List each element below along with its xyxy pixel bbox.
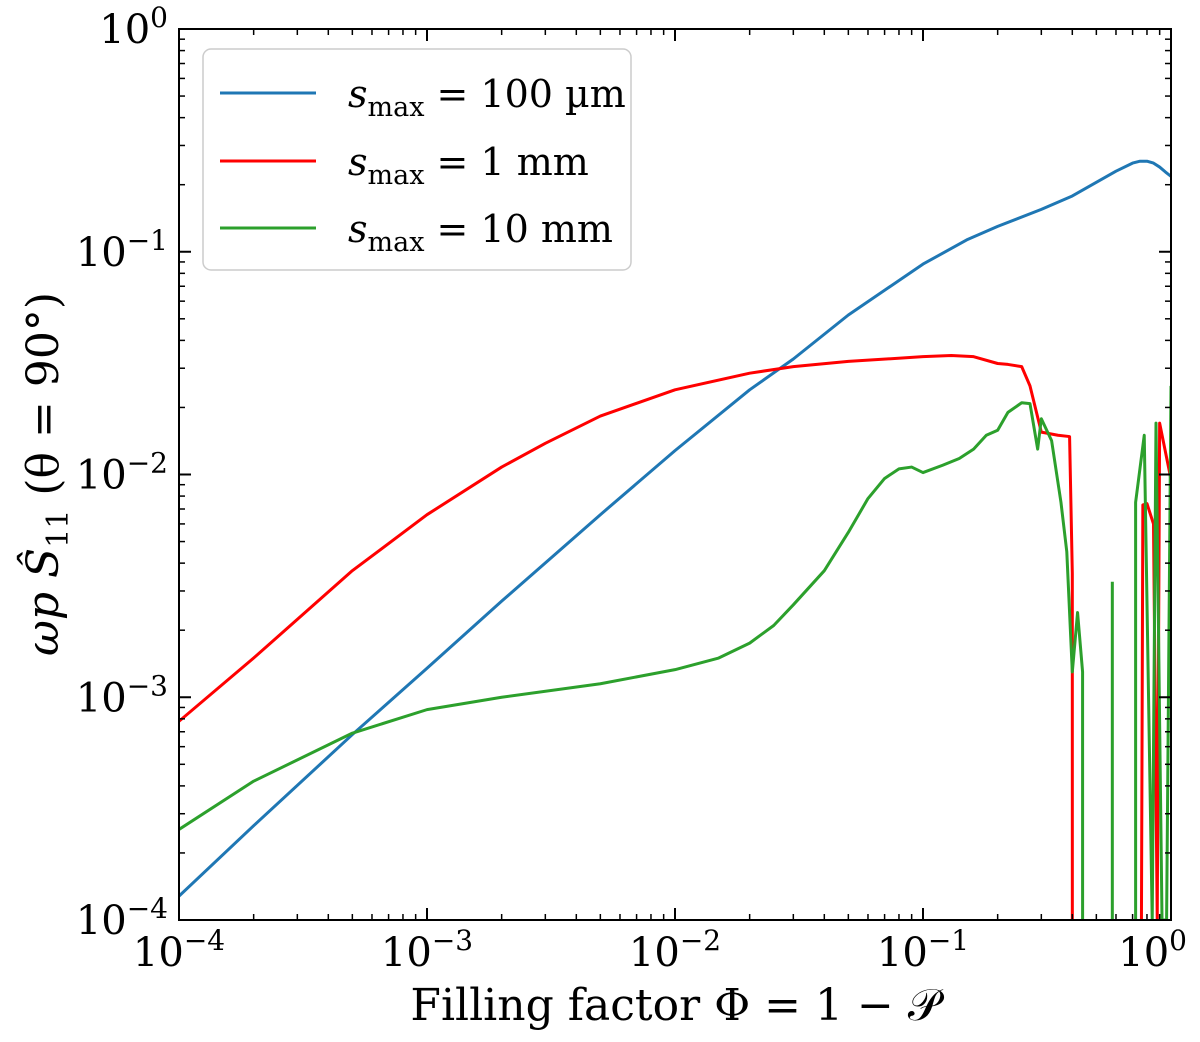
legend-value-0: = 100 µm	[424, 72, 625, 116]
ticks-layer	[178, 28, 1172, 921]
series-line-s-max-1-mm-1	[1139, 421, 1171, 920]
y-tick-label: 10−2	[76, 447, 168, 499]
y-tick-label: 10−1	[76, 224, 168, 276]
tick-labels-layer: 10−4 10−3 10−2 10−1 100 10−4 10−3 10−2 10−1 100	[76, 1, 1187, 976]
x-tick-label: 10−1	[877, 924, 969, 976]
legend-var-1: s	[348, 140, 368, 184]
legend-sub-1: max	[368, 160, 425, 191]
series-line-s-max-10-mm-0	[179, 401, 1085, 920]
legend-label-s-max-100-um: smax = 100 µm	[348, 72, 626, 123]
x-tick-label: 10−3	[381, 924, 473, 976]
y-axis-title: ωp Ŝ11 (θ = 90°)	[16, 292, 76, 656]
y-tick-label: 10−3	[76, 669, 168, 721]
legend-sub-2: max	[368, 227, 425, 258]
legend-label-s-max-10-mm: smax = 10 mm	[348, 207, 613, 258]
series-layer	[179, 159, 1171, 920]
series-line-s-max-100-m-0	[179, 159, 1171, 898]
x-tick-label: 10−2	[629, 924, 721, 976]
legend: smax = 100 µm smax = 1 mm smax = 10 mm	[202, 48, 632, 271]
legend-var-2: s	[348, 207, 368, 251]
legend-box	[202, 48, 632, 271]
y-axis-title-main: ωp Ŝ	[16, 548, 69, 656]
legend-label-s-max-1-mm: smax = 1 mm	[348, 140, 589, 191]
legend-var-0: s	[348, 72, 368, 116]
legend-value-2: = 10 mm	[424, 207, 613, 251]
y-axis-title-rest: (θ = 90°)	[18, 292, 69, 510]
x-tick-label: 100	[1118, 924, 1187, 976]
legend-value-1: = 1 mm	[424, 140, 588, 184]
y-tick-label: 100	[99, 1, 168, 53]
y-tick-label: 10−4	[76, 892, 168, 944]
y-axis-title-subscript: 11	[41, 510, 76, 548]
x-tick-label: 10−4	[133, 924, 225, 976]
legend-sub-0: max	[368, 92, 425, 123]
x-axis-title: Filling factor Φ = 1 − 𝒫	[410, 980, 944, 1031]
series-line-s-max-10-mm-2	[1134, 385, 1171, 920]
